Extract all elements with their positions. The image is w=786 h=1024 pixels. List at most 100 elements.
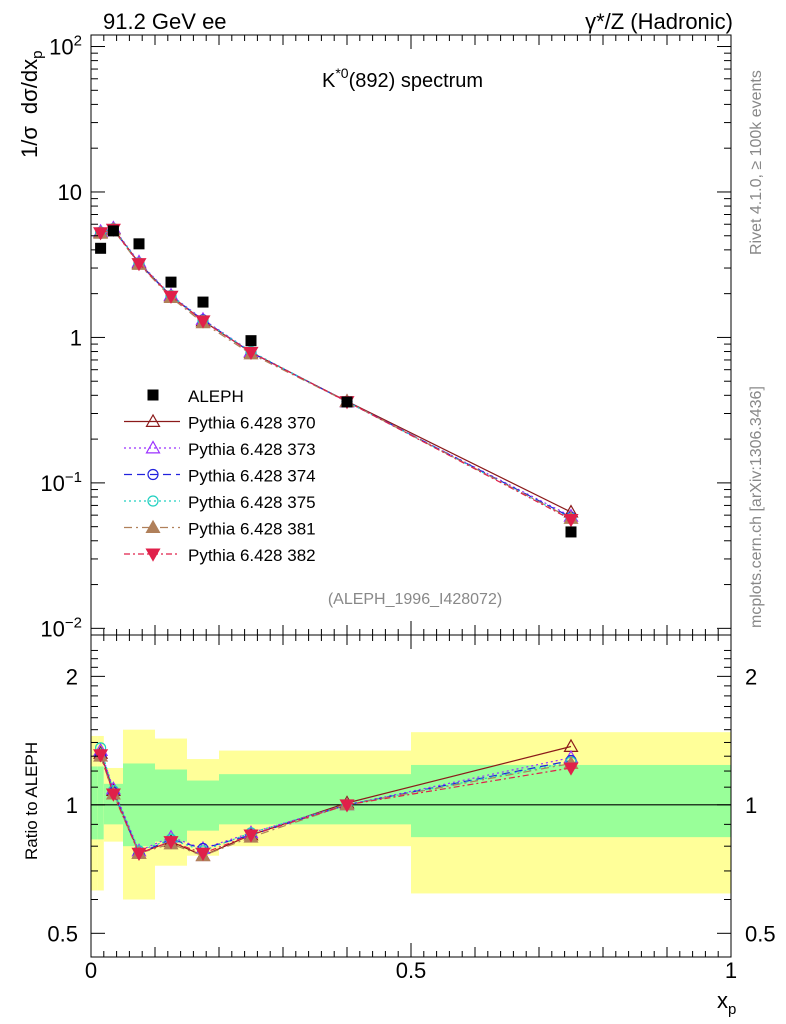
ratio-band-inner [187, 780, 219, 831]
ratio-y-tick-label-left: 2 [66, 664, 78, 689]
main-plot-frame [90, 34, 732, 636]
x-label-main: x [717, 988, 728, 1013]
series-line-p375 [100, 227, 572, 519]
tick-label-base: 1 [70, 325, 82, 350]
series-line-p381 [100, 229, 572, 519]
aleph-data-point [95, 242, 107, 254]
aleph-data-point [245, 335, 257, 347]
ratio-point-p382 [243, 829, 259, 843]
legend-label-p375: Pythia 6.428 375 [188, 493, 316, 512]
ratio-band-inner [219, 774, 283, 825]
legend-marker-p382 [145, 548, 161, 562]
series-line-p382 [100, 228, 572, 521]
tick-label-exponent: −2 [65, 614, 82, 631]
ratio-y-tick-label-right: 1 [745, 793, 757, 818]
series-point-p382 [93, 227, 109, 241]
ratio-point-p382 [563, 762, 579, 776]
ratio-point-p382 [93, 749, 109, 763]
ratio-y-tick-label-right: 2 [745, 664, 757, 689]
tick-label-base: 10 [40, 471, 64, 496]
legend-label-p370: Pythia 6.428 370 [188, 414, 316, 433]
title-rest: (892) spectrum [349, 70, 484, 92]
aleph-data-point [107, 225, 119, 237]
legend-label-p381: Pythia 6.428 381 [188, 520, 316, 539]
tick-label-exponent: −1 [65, 469, 82, 486]
ratio-plot-panel: 0.5 0.51 12 2 0 0.5 1 Ratio to ALEPH xp [22, 634, 776, 1018]
ratio-y-tick-label-right: 0.5 [745, 921, 776, 946]
ratio-x-axis: 0 0.5 1 [85, 635, 737, 983]
legend-label-p382: Pythia 6.428 382 [188, 546, 316, 565]
ratio-x-tick-label: 1 [725, 958, 737, 983]
series-point-p382 [195, 315, 211, 329]
ratio-line-p382 [100, 754, 572, 855]
ratio-x-tick-label: 0 [85, 958, 97, 983]
ratio-point-p382 [131, 847, 147, 861]
tick-label-base: 10 [40, 616, 64, 641]
aleph-data-point [565, 526, 577, 538]
ratio-x-tick-label: 0.5 [396, 958, 427, 983]
series-line-p373 [100, 227, 572, 517]
ratio-point-p382 [195, 847, 211, 861]
x-label-sub: p [728, 1001, 736, 1018]
series-line-p370 [100, 227, 572, 513]
y-label-a: 1/σ [17, 126, 42, 158]
main-y-tick-label: 102 [49, 33, 82, 60]
ratio-y-axis-label: Ratio to ALEPH [22, 742, 41, 860]
series-point-p382 [163, 290, 179, 304]
main-plot-title: K*0(892) spectrum [322, 65, 483, 92]
aleph-data-point [165, 276, 177, 288]
legend-label-aleph: ALEPH [188, 387, 244, 406]
main-y-axis-label: 1/σ dσ/dxp [17, 51, 46, 158]
tick-label-exponent: 2 [74, 33, 82, 50]
ratio-point-p382 [105, 788, 121, 802]
ratio-y-axis: 0.5 0.5 1 1 2 2 [47, 649, 776, 946]
ratio-point-p382 [339, 799, 355, 813]
analysis-watermark: (ALEPH_1996_I428072) [328, 591, 502, 608]
ratio-plot-content [93, 738, 579, 862]
series-point-p382 [243, 346, 259, 361]
tick-label-base: 10 [58, 180, 82, 205]
ratio-band-inner [97, 766, 104, 840]
legend-label-p373: Pythia 6.428 373 [188, 440, 316, 459]
y-label-sub: p [29, 51, 46, 59]
header-energy-label: 91.2 GeV ee [103, 9, 227, 34]
legend-label-p374: Pythia 6.428 374 [188, 467, 316, 486]
main-plot-content [93, 220, 579, 538]
legend-marker-p370 [145, 413, 161, 427]
ratio-uncertainty-bands [91, 729, 731, 900]
legend-marker-p381 [145, 519, 161, 533]
rivet-version-label: Rivet 4.1.0, ≥ 100k events [748, 70, 765, 255]
main-y-tick-label: 1 [70, 325, 82, 350]
series-line-p374 [100, 228, 572, 518]
ratio-y-tick-label-left: 0.5 [47, 921, 78, 946]
legend: ALEPH Pythia 6.428 370 Pythia 6.428 373 Pyt… [124, 387, 316, 565]
legend-marker-p373 [145, 440, 161, 454]
x-axis-label: xp [717, 988, 736, 1018]
legend-marker-aleph [147, 389, 159, 401]
ratio-y-tick-label-left: 1 [66, 793, 78, 818]
aleph-data-point [341, 396, 353, 408]
ratio-line-p375 [100, 747, 572, 852]
main-y-tick-label: 10 [58, 180, 82, 205]
ratio-point-p382 [163, 836, 179, 850]
legend-marker-p374 [147, 468, 159, 481]
series-point-p382 [563, 514, 579, 528]
mcplots-label: mcplots.cern.ch [arXiv:1306.3436] [748, 386, 765, 628]
aleph-data-point [197, 296, 209, 308]
aleph-data-point [133, 238, 145, 250]
y-label-b: dσ/dx [17, 59, 42, 114]
series-point-p382 [131, 258, 147, 272]
legend-marker-p375 [147, 495, 159, 507]
ratio-band-inner [411, 764, 731, 838]
title-main: K [322, 70, 336, 92]
main-y-tick-label: 10−1 [40, 469, 82, 496]
title-superscript: *0 [335, 65, 348, 81]
main-x-axis [90, 35, 732, 635]
header-process-label: γ*/Z (Hadronic) [585, 9, 733, 34]
ratio-band-inner [91, 766, 98, 840]
main-y-tick-label: 10−2 [40, 614, 82, 641]
tick-label-base: 10 [49, 35, 73, 60]
